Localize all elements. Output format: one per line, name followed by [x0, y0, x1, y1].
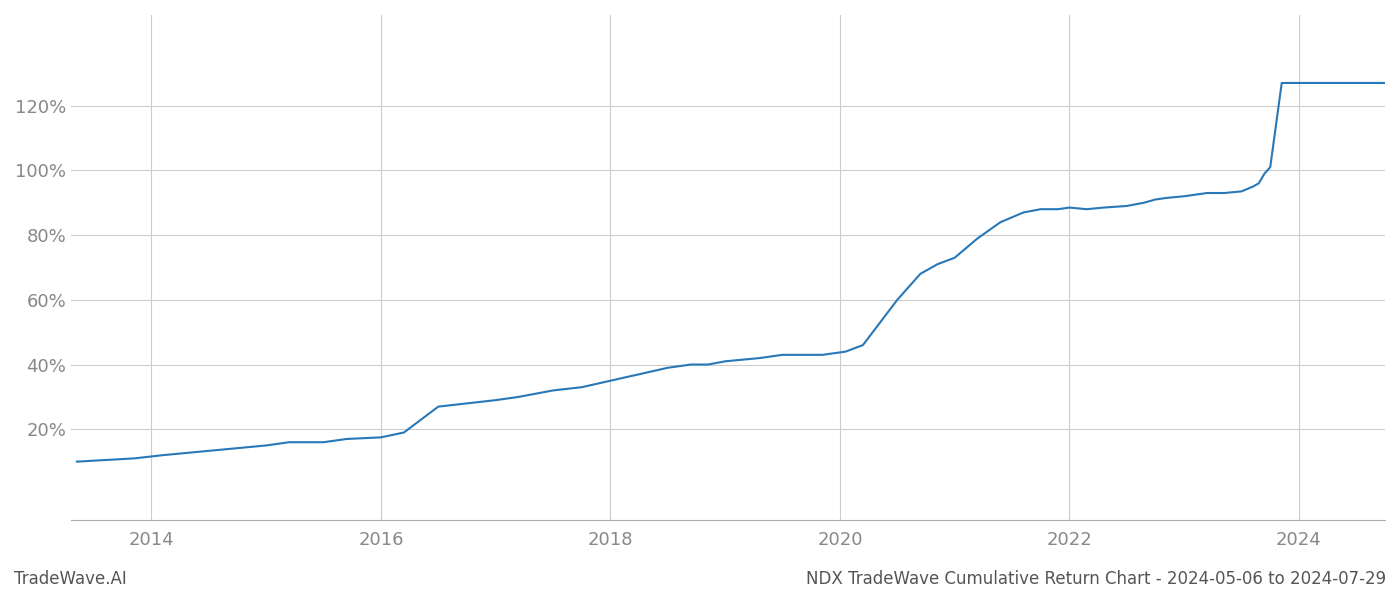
Text: TradeWave.AI: TradeWave.AI	[14, 570, 127, 588]
Text: NDX TradeWave Cumulative Return Chart - 2024-05-06 to 2024-07-29: NDX TradeWave Cumulative Return Chart - …	[806, 570, 1386, 588]
